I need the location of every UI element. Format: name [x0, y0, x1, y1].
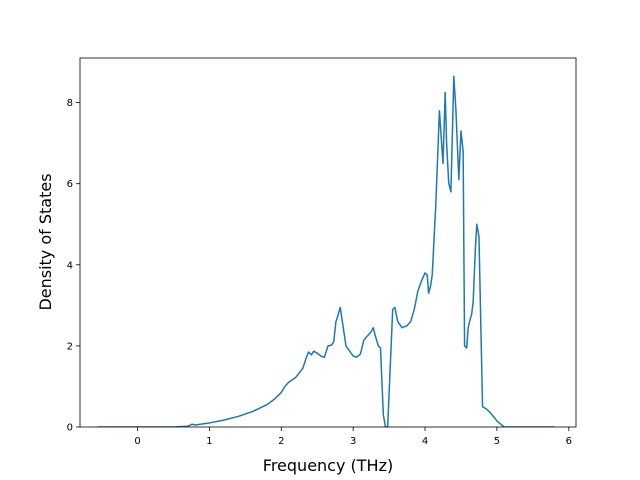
x-tick-label: 1	[206, 436, 212, 447]
y-tick-label: 4	[67, 260, 73, 271]
x-tick-label: 3	[350, 436, 356, 447]
series-line-0	[97, 75, 555, 427]
y-tick-label: 2	[67, 341, 73, 352]
y-axis-title: Density of States	[36, 173, 55, 310]
x-axis-title: Frequency (THz)	[263, 456, 393, 475]
x-tick-label: 0	[134, 436, 140, 447]
ticks: 0 1 2 3 4 5 6 0 2 4 6 8	[67, 57, 577, 447]
x-tick-label: 6	[566, 436, 572, 447]
series-layer	[97, 75, 555, 427]
plot-background	[80, 58, 576, 427]
y-tick-label: 0	[67, 423, 73, 434]
x-tick-label: 4	[422, 436, 428, 447]
x-tick-label: 2	[278, 436, 284, 447]
x-tick-label: 5	[494, 436, 500, 447]
plot-area	[80, 58, 576, 427]
y-tick-label: 6	[67, 179, 73, 190]
axes-border	[79, 57, 577, 428]
y-tick-label: 8	[67, 98, 73, 109]
